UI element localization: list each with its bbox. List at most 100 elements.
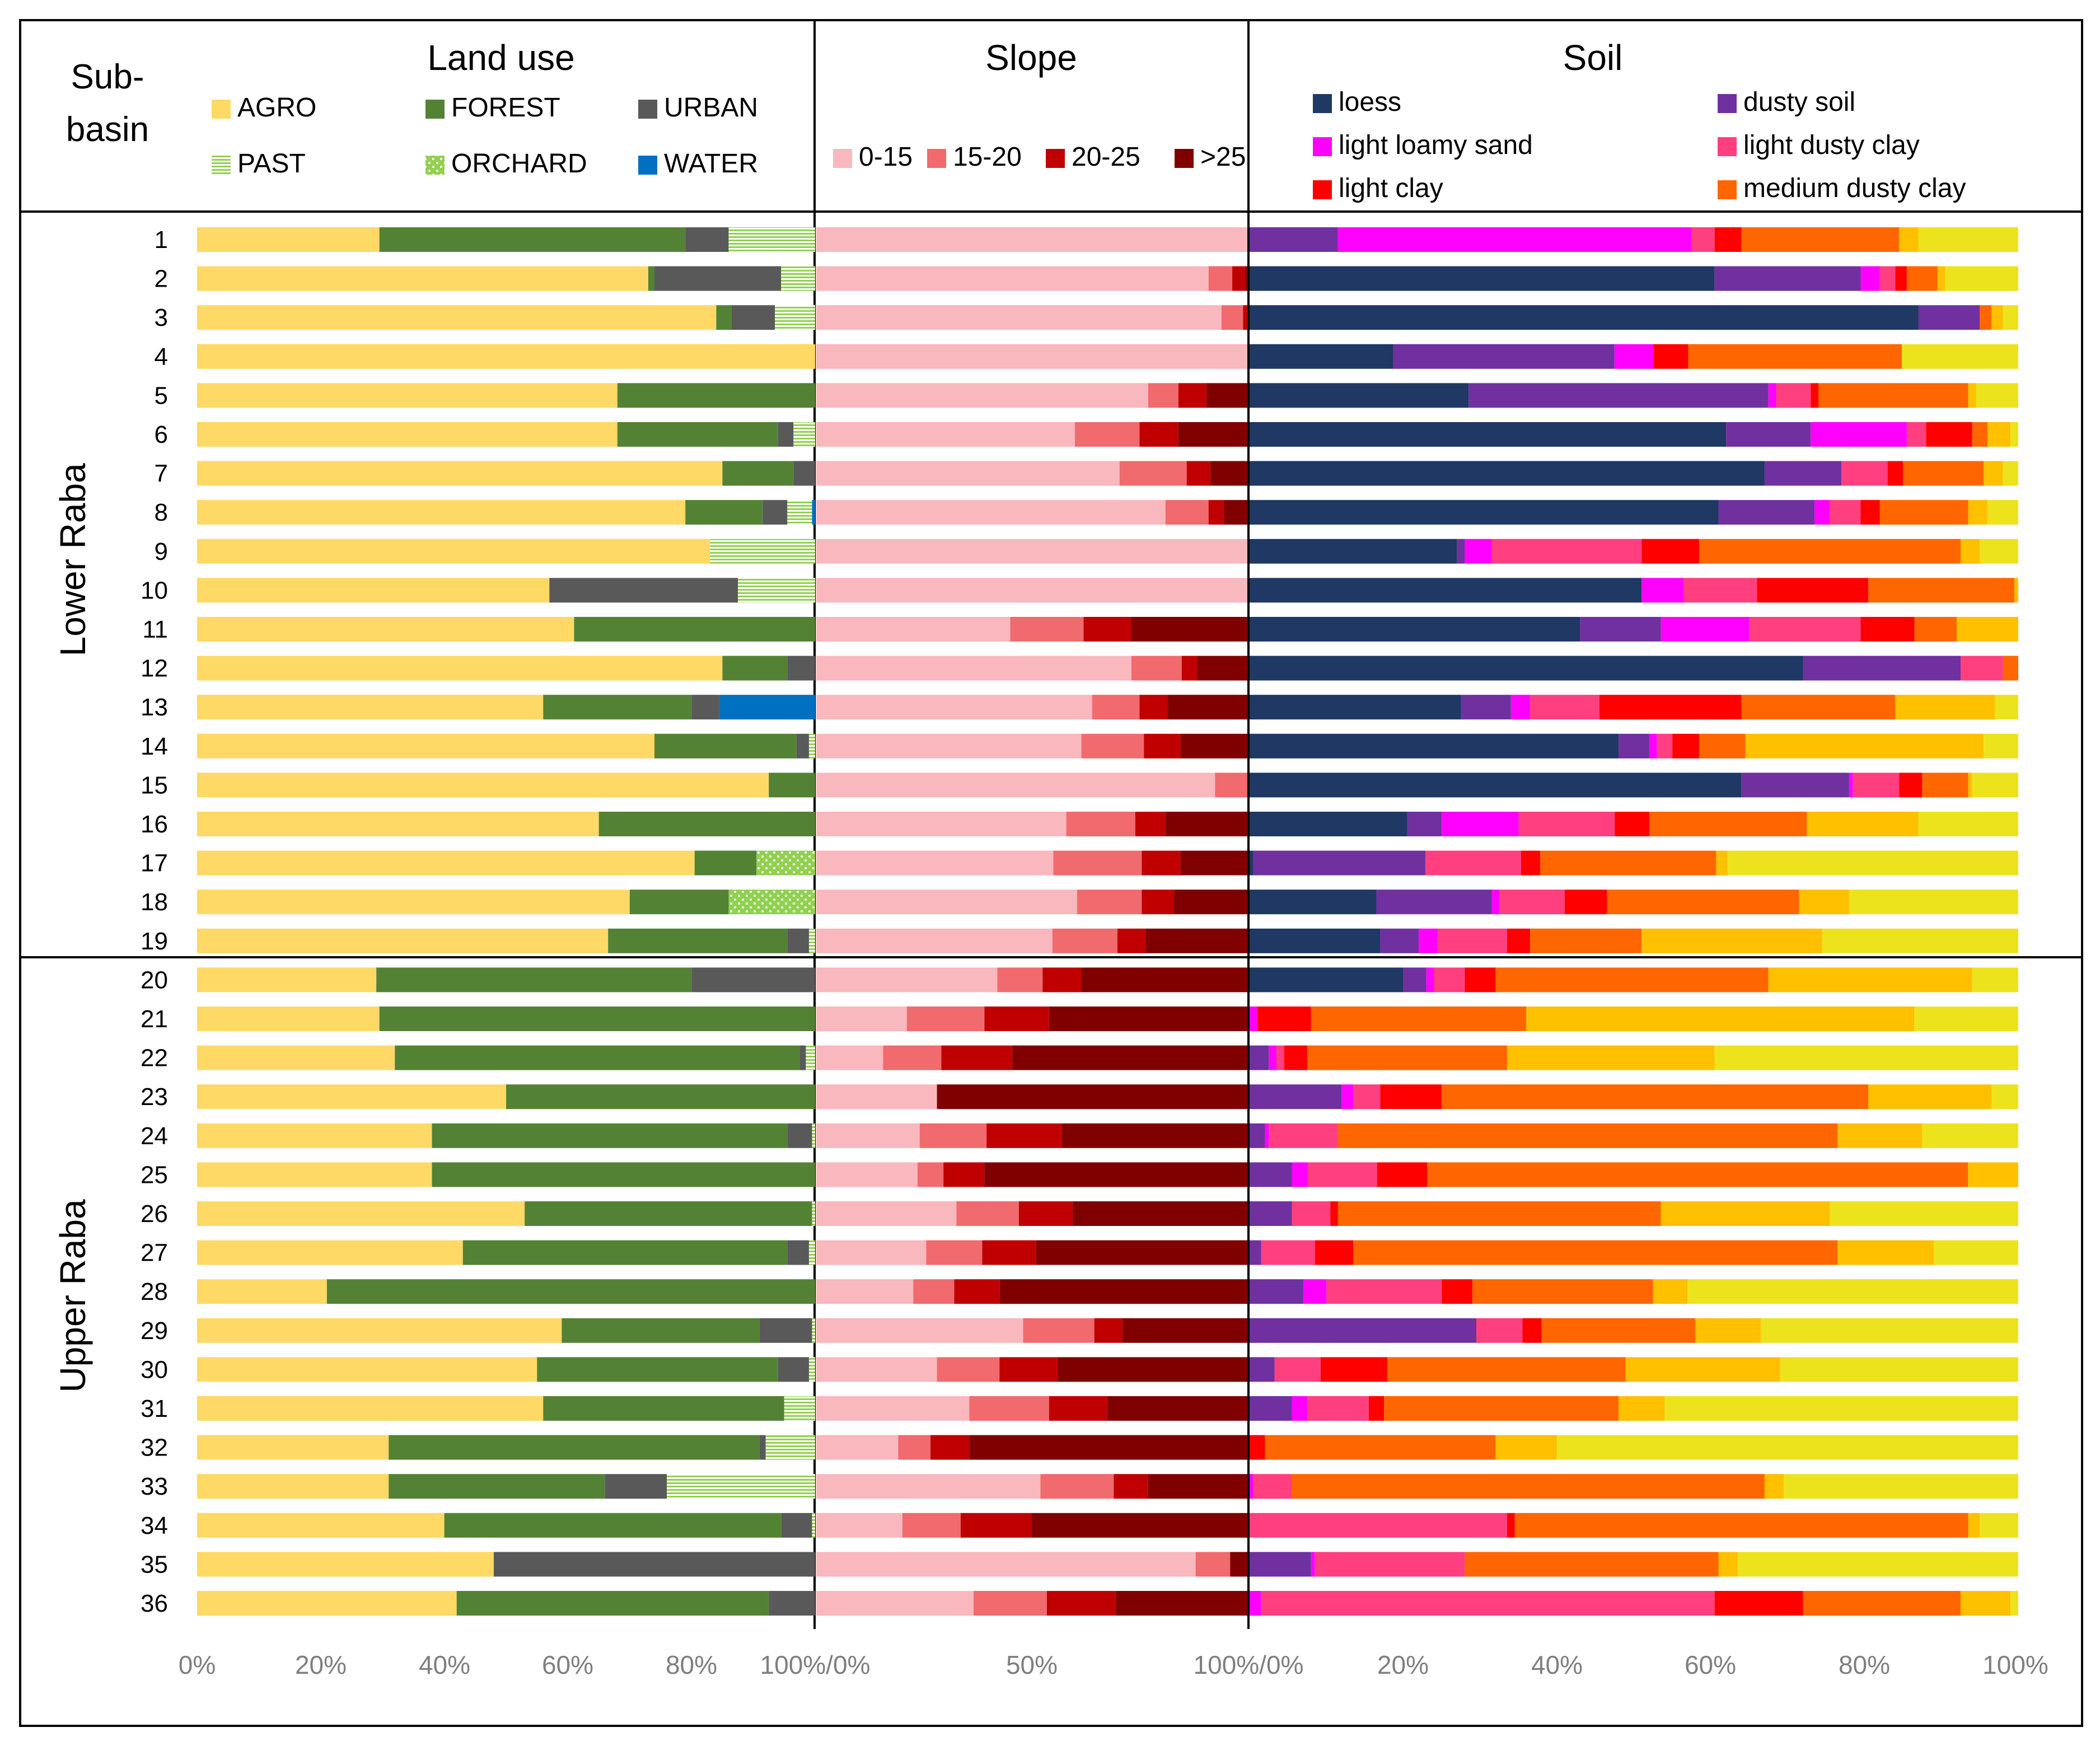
legend-label-water: WATER (664, 149, 758, 179)
bar-segment-soil-light-dusty-clay (1307, 1396, 1369, 1421)
sub-basin-label: 9 (155, 538, 168, 565)
bar-segment-soil-light-dusty-clay (1830, 500, 1861, 525)
bar-segment-soil-other (1972, 773, 2018, 798)
bar-segment-slope-15-20 (937, 1357, 1000, 1382)
bar-segment-soil-heavy-clay (1895, 695, 1995, 720)
bar-segment-soil-medium-dusty-clay (1387, 1357, 1626, 1382)
bar-segment-landuse-agro (197, 578, 550, 603)
bar-segment-soil-light-clay (1599, 695, 1742, 720)
bar-segment-soil-light-dusty-clay (1476, 1318, 1523, 1343)
bar-segment-slope-0-15 (816, 1591, 974, 1616)
bar-segment-soil-dusty-soil (1407, 812, 1442, 836)
bar-segment-slope-15-20 (1053, 850, 1142, 876)
bar-segment-landuse-forest (376, 967, 692, 993)
bar-segment-landuse-agro (197, 1357, 537, 1382)
bar-segment-landuse-agro (197, 773, 769, 798)
sub-basin-label: 24 (141, 1122, 168, 1150)
bar-segment-slope-0-15 (816, 1513, 902, 1538)
bar-segment-slope-15-20 (1215, 773, 1247, 798)
bar-segment-soil-light-loamy-sand (1265, 1123, 1269, 1148)
legend-label-agro: AGRO (237, 93, 316, 123)
bar-segment-slope-20-25 (1139, 422, 1178, 447)
bar-segment-slope-0-15 (816, 656, 1131, 681)
bar-segment-landuse-forest (685, 500, 763, 525)
bar-segment-landuse-agro (197, 733, 654, 759)
bar-segment-soil-other (1918, 227, 2018, 252)
bar-segment-soil-light-loamy-sand (1510, 695, 1531, 720)
bar-segment-landuse-past (808, 928, 815, 953)
bar-segment-landuse-agro (197, 227, 380, 252)
bar-segment-landuse-forest (444, 1513, 782, 1538)
legend-swatch-forest (425, 100, 445, 119)
bar-segment-soil-medium-dusty-clay (1337, 1123, 1838, 1148)
bar-segment-soil-light-dusty-clay (1518, 812, 1615, 836)
bar-segment-landuse-agro (197, 928, 609, 953)
bar-segment-soil-dusty-soil (1250, 1123, 1265, 1148)
legend-label-15-20: 15-20 (953, 142, 1022, 172)
bar-segment-soil-other (1980, 1513, 2018, 1538)
bar-segment-soil-light-clay (1895, 266, 1907, 291)
bar-segment-soil-light-clay (1507, 928, 1531, 953)
bar-segment-soil-light-clay (1442, 1279, 1473, 1304)
bar-segment-soil-medium-dusty-clay (1607, 890, 1799, 915)
bar-segment-slope-0-15 (816, 1318, 1023, 1343)
bar-segment-soil-heavy-clay (1716, 850, 1728, 876)
bar-segment-soil-light-clay (1380, 1084, 1442, 1110)
x-tick-label: 0% (179, 1650, 216, 1679)
bar-segment-soil-heavy-clay (1641, 928, 1822, 953)
bar-segment-slope-0-15 (816, 1007, 907, 1031)
legend-swatch-light-clay (1313, 180, 1332, 199)
bar-segment-soil-dusty-soil (1250, 1318, 1477, 1343)
bar-segment-soil-other (1761, 1318, 2019, 1343)
bar-segment-slope-0-15 (816, 850, 1054, 876)
bar-segment-soil-medium-dusty-clay (1922, 773, 1968, 798)
bar-segment-slope-25 (1180, 850, 1247, 876)
bar-segment-slope-0-15 (816, 1435, 899, 1460)
bar-segment-landuse-past (808, 733, 815, 759)
bar-segment-soil-dusty-soil (1380, 928, 1419, 953)
bar-segment-landuse-past (784, 1396, 815, 1421)
soil-panel-title: Soil (1563, 38, 1623, 78)
legend-label-orchard: ORCHARD (451, 149, 587, 179)
sub-basin-label: 25 (141, 1161, 168, 1188)
bar-segment-soil-medium-dusty-clay (1465, 1552, 1719, 1577)
bar-segment-soil-light-loamy-sand (1311, 1552, 1315, 1577)
bar-segment-slope-25 (1245, 266, 1247, 291)
bar-segment-soil-light-dusty-clay (1261, 1591, 1715, 1616)
x-tick-label: 20% (295, 1650, 347, 1679)
bar-segment-soil-loess (1250, 695, 1461, 720)
bar-segment-soil-dusty-soil (1580, 617, 1661, 642)
bar-segment-soil-light-loamy-sand (1860, 266, 1880, 291)
bar-segment-soil-dusty-soil (1457, 539, 1465, 564)
bar-segment-slope-15-20 (1148, 383, 1178, 408)
bar-segment-slope-0-15 (816, 578, 1247, 603)
bar-segment-soil-light-dusty-clay (1353, 1084, 1381, 1110)
bar-segment-landuse-forest (379, 227, 686, 252)
bar-segment-soil-medium-dusty-clay (1307, 1045, 1507, 1070)
bar-segment-soil-medium-dusty-clay (1353, 1240, 1838, 1265)
bar-segment-slope-15-20 (974, 1591, 1047, 1616)
legend-swatch-15-20 (927, 149, 946, 168)
bar-segment-landuse-forest (629, 890, 729, 915)
bar-segment-soil-heavy-clay (1625, 1357, 1780, 1382)
bar-segment-slope-0-15 (816, 227, 1247, 252)
bar-segment-soil-light-clay (1284, 1045, 1307, 1070)
bar-segment-soil-dusty-soil (1376, 890, 1492, 915)
slope-legend: 0-15 15-20 20-25 >25 (833, 142, 1246, 172)
bar-segment-soil-light-loamy-sand (1491, 890, 1500, 915)
bar-segment-soil-light-clay (1320, 1357, 1388, 1382)
bar-segment-slope-15-20 (1195, 1552, 1231, 1577)
bar-segment-slope-15-20 (997, 967, 1043, 993)
bar-segment-landuse-agro (197, 1318, 562, 1343)
bar-segment-soil-other (1918, 812, 2018, 836)
bar-segment-landuse-past (738, 578, 815, 603)
bar-segment-soil-other (2003, 461, 2018, 486)
bar-segment-soil-medium-dusty-clay (1384, 1396, 1619, 1421)
bar-segment-soil-other (1945, 266, 2019, 291)
bar-segment-soil-light-dusty-clay (1253, 1474, 1292, 1499)
bar-segment-soil-medium-dusty-clay (1311, 1007, 1527, 1031)
bar-segment-soil-heavy-clay (1968, 383, 1976, 408)
bar-segment-soil-loess (1250, 461, 1765, 486)
bar-segment-soil-light-dusty-clay (1657, 733, 1673, 759)
bar-segment-landuse-agro (197, 422, 618, 447)
